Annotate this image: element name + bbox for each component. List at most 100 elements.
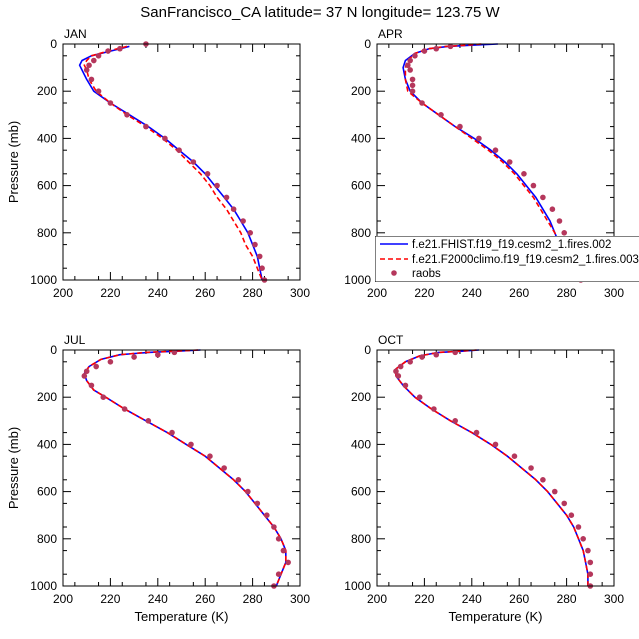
x-tick-label: 300 xyxy=(290,592,310,606)
y-tick-label: 0 xyxy=(364,343,371,357)
legend: f.e21.FHIST.f19_f19.cesm2_1.fires.002 f.… xyxy=(375,236,639,282)
raobs-marker xyxy=(188,441,194,448)
raobs-marker xyxy=(421,48,428,54)
x-tick-label: 260 xyxy=(195,286,215,300)
y-tick-label: 400 xyxy=(37,131,57,145)
raobs-marker xyxy=(124,112,130,118)
legend-label-1: f.e21.FHIST.f19_f19.cesm2_1.fires.002 xyxy=(412,239,611,251)
raobs-marker xyxy=(587,559,594,566)
raobs-marker xyxy=(83,368,90,375)
y-tick-label: 400 xyxy=(351,131,371,145)
raobs-marker xyxy=(476,135,482,142)
raobs-marker xyxy=(407,57,413,64)
y-tick-label: 400 xyxy=(351,437,371,451)
raobs-marker xyxy=(81,373,88,379)
raobs-marker xyxy=(204,171,211,177)
raobs-marker xyxy=(275,571,282,577)
y-tick-label: 1000 xyxy=(30,579,57,593)
series-line-1 xyxy=(78,45,263,281)
raobs-marker xyxy=(221,465,227,471)
raobs-marker xyxy=(540,477,546,483)
raobs-marker xyxy=(402,382,409,389)
raobs-marker xyxy=(405,62,411,69)
x-tick-label: 240 xyxy=(462,286,482,300)
y-tick-label: 200 xyxy=(351,390,371,404)
raobs-marker xyxy=(162,135,168,142)
y-tick-label: 200 xyxy=(351,84,371,98)
y-tick-label: 400 xyxy=(37,437,57,451)
raobs-marker xyxy=(171,349,178,356)
raobs-marker xyxy=(528,465,534,471)
raobs-marker xyxy=(88,76,95,83)
raobs-marker xyxy=(452,349,459,356)
raobs-marker xyxy=(412,53,418,59)
raobs-marker xyxy=(245,488,251,495)
y-tick-label: 600 xyxy=(37,485,57,499)
raobs-marker xyxy=(207,453,213,460)
plot-frame xyxy=(376,349,615,587)
raobs-marker xyxy=(176,147,182,153)
raobs-marker xyxy=(214,182,220,189)
raobs-marker xyxy=(433,45,440,52)
x-tick-label: 200 xyxy=(367,286,387,300)
y-tick-label: 800 xyxy=(351,226,371,240)
x-tick-label: 240 xyxy=(148,286,168,300)
panel-label: JUL xyxy=(64,333,86,347)
raobs-marker xyxy=(438,112,444,118)
y-tick-label: 200 xyxy=(37,390,57,404)
raobs-marker xyxy=(585,547,591,554)
raobs-marker xyxy=(492,441,499,448)
x-tick-label: 280 xyxy=(243,286,263,300)
raobs-marker xyxy=(105,48,111,54)
raobs-marker xyxy=(86,62,92,69)
raobs-marker xyxy=(107,100,114,106)
raobs-marker xyxy=(155,351,161,358)
raobs-marker xyxy=(492,147,499,153)
y-tick-label: 600 xyxy=(351,179,371,193)
raobs-marker xyxy=(275,536,282,542)
raobs-marker xyxy=(259,265,265,272)
y-tick-label: 200 xyxy=(37,84,57,98)
raobs-marker xyxy=(407,67,413,73)
raobs-marker xyxy=(561,500,568,507)
y-tick-label: 0 xyxy=(50,37,57,51)
raobs-marker xyxy=(419,354,425,360)
raobs-marker xyxy=(575,524,582,530)
raobs-marker xyxy=(235,477,242,483)
raobs-marker xyxy=(511,453,518,460)
x-tick-label: 300 xyxy=(290,286,310,300)
raobs-marker xyxy=(580,536,586,542)
raobs-marker xyxy=(95,53,102,59)
panel-label: JAN xyxy=(64,27,87,41)
panel-jul: 200 220 240 260 280 300 0 200 400 600 800 1000 JUL Te… xyxy=(6,333,310,624)
raobs-marker xyxy=(169,429,175,436)
x-tick-label: 260 xyxy=(195,592,215,606)
raobs-marker xyxy=(252,241,258,248)
y-axis-title: Pressure (mb) xyxy=(6,121,21,203)
raobs-marker xyxy=(107,359,114,365)
raobs-marker xyxy=(506,159,513,165)
raobs-marker xyxy=(285,559,291,566)
x-tick-label: 200 xyxy=(53,286,73,300)
x-tick-label: 220 xyxy=(100,286,120,300)
raobs-marker xyxy=(131,354,137,360)
series-line-2 xyxy=(395,349,589,586)
series-line-1 xyxy=(395,349,589,586)
x-tick-label: 200 xyxy=(53,592,73,606)
y-axis-title: Pressure (mb) xyxy=(6,427,21,509)
y-tick-label: 800 xyxy=(37,532,57,546)
x-tick-label: 300 xyxy=(604,592,624,606)
raobs-marker xyxy=(521,171,527,177)
raobs-marker xyxy=(568,512,575,518)
panel-apr: 200 220 240 260 280 300 0 200 400 600 800 1000 APR xyxy=(344,27,624,300)
panel-oct: 200 220 240 260 280 300 0 200 400 600 800 1000 OCT Te… xyxy=(344,333,624,624)
panel-jan: 200 220 240 260 280 300 0 200 400 600 800 1000 JAN Pr… xyxy=(6,27,310,300)
y-tick-label: 800 xyxy=(351,532,371,546)
raobs-marker xyxy=(549,206,556,212)
x-tick-label: 260 xyxy=(509,592,529,606)
figure-title: SanFrancisco_CA latitude= 37 N longitude… xyxy=(140,4,500,21)
raobs-marker xyxy=(407,359,413,365)
raobs-marker xyxy=(254,500,261,507)
raobs-marker xyxy=(416,394,423,401)
